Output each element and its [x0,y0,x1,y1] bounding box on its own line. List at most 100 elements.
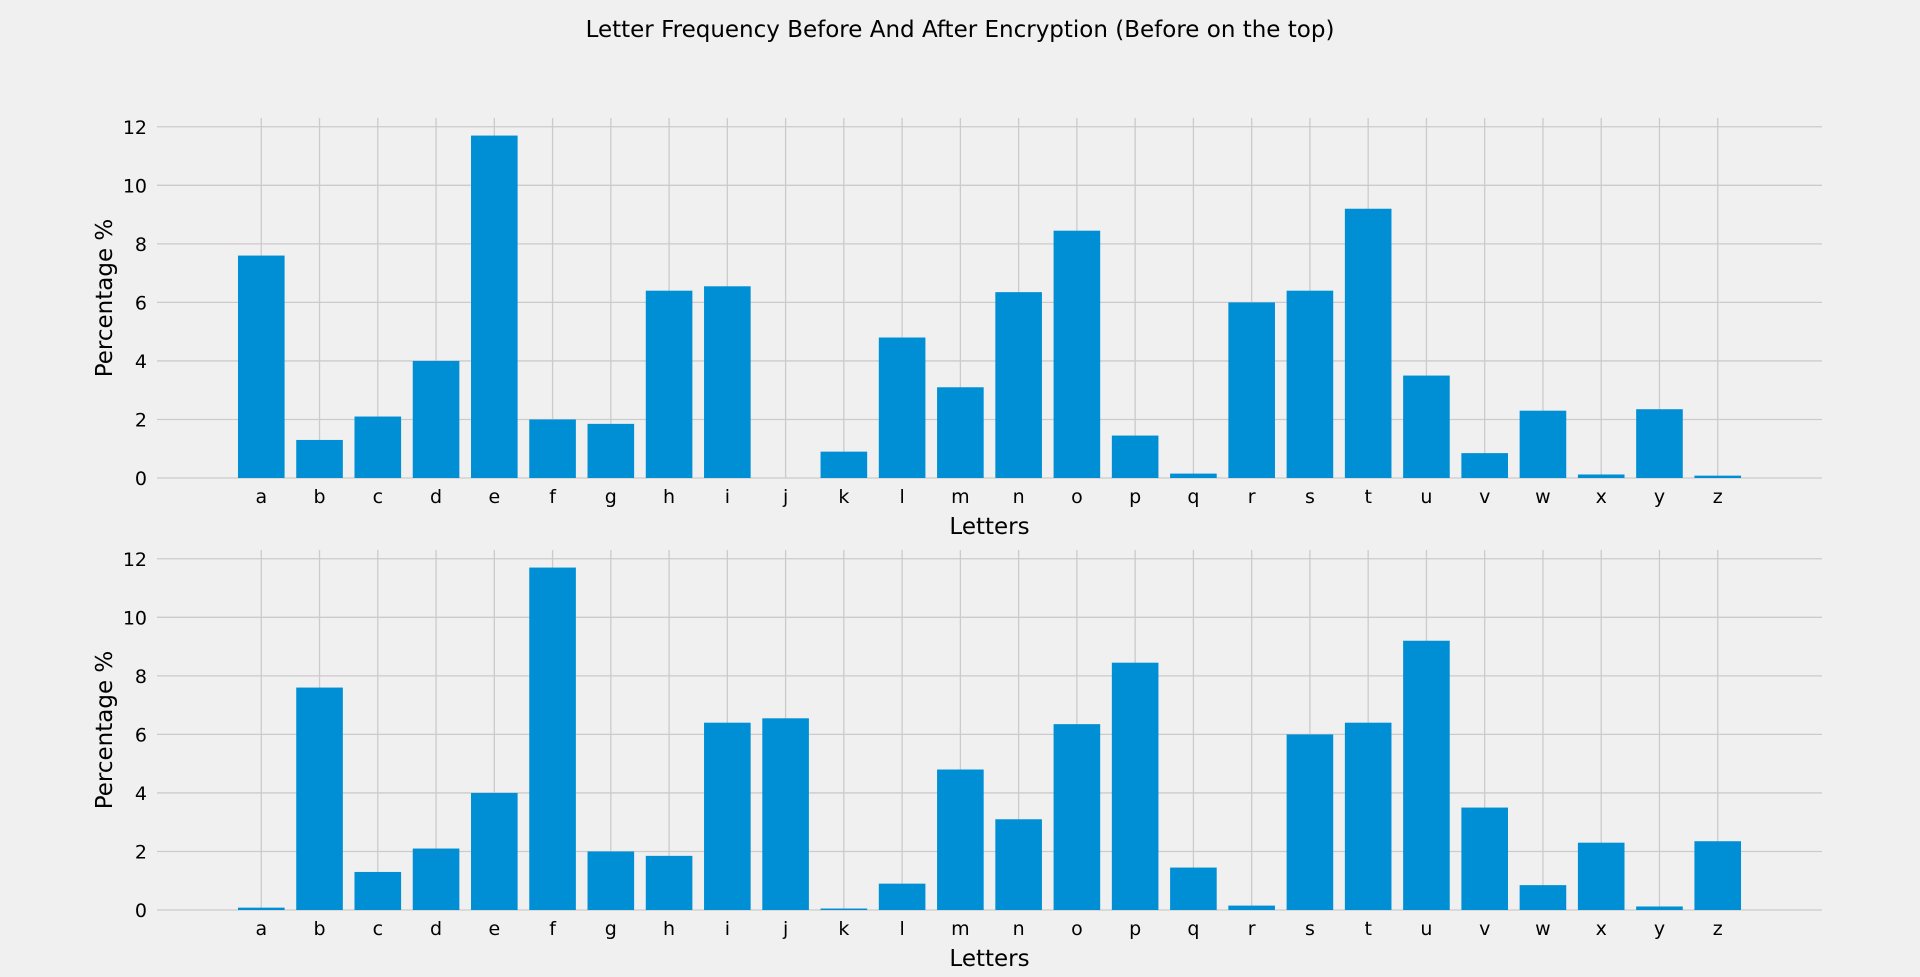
bottom-xtick-label: n [1013,918,1025,940]
top-bar-z [1694,475,1742,478]
top-xtick-label: k [838,486,849,508]
bottom-ytick-label: 0 [135,900,147,922]
bottom-xtick-label: i [725,918,730,940]
top-xtick-label: i [725,486,730,508]
bottom-xtick-label: x [1596,918,1607,940]
top-bar-k [820,451,868,478]
bottom-bar-a [237,907,285,910]
top-bar-d [412,360,460,478]
bottom-bar-i [704,722,751,910]
top-xtick-label: v [1479,486,1490,508]
bottom-xtick-label: a [255,918,267,940]
bottom-xtick-label: c [373,918,383,940]
bottom-xtick-label: h [663,918,675,940]
top-xtick-label: f [549,486,557,508]
bottom-xtick-label: w [1535,918,1551,940]
top-bar-l [878,337,926,478]
figure-title: Letter Frequency Before And After Encryp… [586,17,1335,43]
top-bar-n [995,292,1042,478]
bottom-xtick-label: s [1305,918,1315,940]
bottom-bar-f [529,567,576,910]
top-ytick-label: 0 [135,468,147,490]
bottom-ytick-label: 8 [135,666,147,688]
bottom-bar-t [1344,722,1392,910]
top-xtick-label: u [1420,486,1432,508]
bottom-xtick-label: e [488,918,500,940]
bottom-bar-h [645,855,693,910]
top-xtick-label: n [1013,486,1025,508]
top-bar-e [471,135,518,478]
top-xtick-label: d [430,486,442,508]
top-bar-b [296,439,343,478]
bottom-xtick-label: v [1479,918,1490,940]
top-bar-a [237,255,285,478]
top-bar-w [1519,410,1567,478]
bottom-bar-e [471,792,518,910]
bottom-xtick-label: r [1248,918,1256,940]
top-bar-x [1577,474,1625,478]
bottom-bar-k [820,908,868,910]
bottom-bar-z [1694,841,1742,910]
top-x-axis-label: Letters [949,514,1029,540]
bottom-y-axis-label: Percentage % [92,651,118,810]
bottom-x-axis-label: Letters [949,946,1029,972]
top-ytick-label: 4 [135,351,147,373]
bottom-xtick-label: b [314,918,326,940]
top-y-axis-label: Percentage % [92,219,118,378]
top-xtick-label: s [1305,486,1315,508]
top-xtick-label: g [605,486,617,508]
top-xtick-label: p [1129,486,1141,508]
top-xtick-label: l [899,486,904,508]
top-xtick-label: c [373,486,383,508]
bottom-bar-w [1519,885,1567,910]
bottom-xtick-label: q [1187,918,1199,940]
bottom-xtick-label: l [899,918,904,940]
bottom-xtick-label: y [1654,918,1665,940]
bottom-bar-m [937,769,984,910]
top-xtick-label: o [1071,486,1083,508]
top-ytick-label: 10 [123,175,147,197]
bottom-xtick-label: p [1129,918,1141,940]
top-xtick-label: e [488,486,500,508]
top-bar-p [1111,435,1159,478]
top-bar-t [1344,208,1392,479]
bottom-bar-y [1636,906,1683,910]
bottom-bar-s [1286,734,1334,910]
top-xtick-label: r [1248,486,1256,508]
bottom-ytick-label: 10 [123,607,147,629]
top-xtick-label: h [663,486,675,508]
bottom-xtick-label: t [1364,918,1371,940]
bottom-bar-q [1170,867,1217,910]
top-ytick-label: 8 [135,234,147,256]
top-xtick-label: b [314,486,326,508]
top-ytick-label: 12 [123,117,147,139]
top-bar-q [1170,473,1217,478]
top-xtick-label: x [1596,486,1607,508]
top-ytick-label: 2 [135,409,147,431]
bottom-bar-o [1053,724,1101,910]
top-xtick-label: t [1364,486,1371,508]
bottom-bar-x [1577,842,1625,910]
top-xtick-label: m [951,486,970,508]
top-bar-g [587,423,635,478]
top-xtick-label: z [1713,486,1723,508]
bottom-bar-l [878,883,926,910]
bottom-bar-g [587,851,635,910]
top-bar-u [1403,375,1450,478]
bottom-xtick-label: f [549,918,557,940]
bottom-xtick-label: m [951,918,970,940]
top-xtick-label: y [1654,486,1665,508]
top-bar-f [529,419,576,478]
bottom-bar-j [762,718,809,910]
bottom-xtick-label: u [1420,918,1432,940]
bottom-xtick-label: j [782,918,788,940]
top-bar-y [1636,409,1683,478]
bottom-xtick-label: g [605,918,617,940]
bottom-xtick-label: z [1713,918,1723,940]
top-bar-r [1228,302,1275,478]
top-xtick-label: w [1535,486,1551,508]
bottom-ytick-label: 6 [135,724,147,746]
bottom-bar-c [354,871,402,910]
bottom-xtick-label: k [838,918,849,940]
